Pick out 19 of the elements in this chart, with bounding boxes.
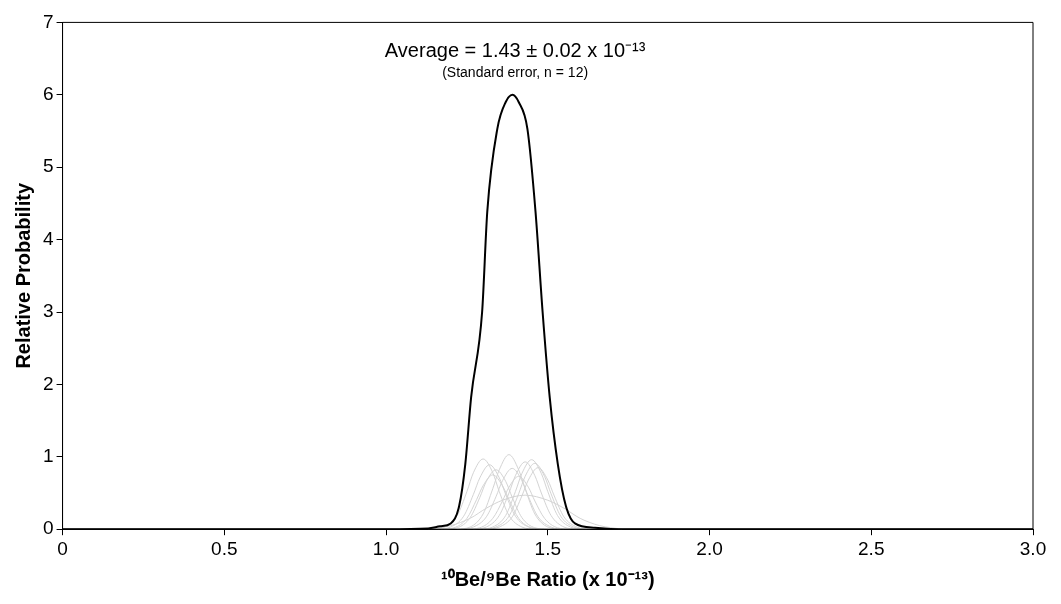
x-tick-label: 0	[57, 537, 68, 559]
y-tick-label: 1	[42, 445, 54, 467]
x-tick-label: 3.0	[1019, 537, 1047, 559]
y-tick-label: 5	[42, 155, 54, 177]
x-tick-label: 2.5	[858, 537, 885, 559]
text: Average = 1.43 ± 0.02 x 10⁻¹³	[384, 39, 646, 62]
y-axis-title: Relative Probability	[11, 182, 34, 369]
y-tick-label: 6	[42, 83, 54, 105]
y-tick-label: 3	[42, 300, 54, 322]
x-tick-label: 0.5	[211, 537, 238, 559]
y-tick-label: 0	[42, 517, 54, 539]
y-tick-label: 2	[42, 372, 54, 394]
x-tick-label: 1.0	[372, 537, 400, 559]
y-tick-label: 7	[42, 10, 54, 32]
text: (Standard error, n = 12)	[442, 64, 589, 81]
x-tick-label: 1.5	[534, 537, 561, 559]
x-axis-title: ¹⁰Be/⁹Be Ratio (x 10⁻¹³)	[441, 567, 655, 590]
y-tick-label: 4	[42, 227, 54, 249]
x-tick-label: 2.0	[696, 537, 723, 559]
